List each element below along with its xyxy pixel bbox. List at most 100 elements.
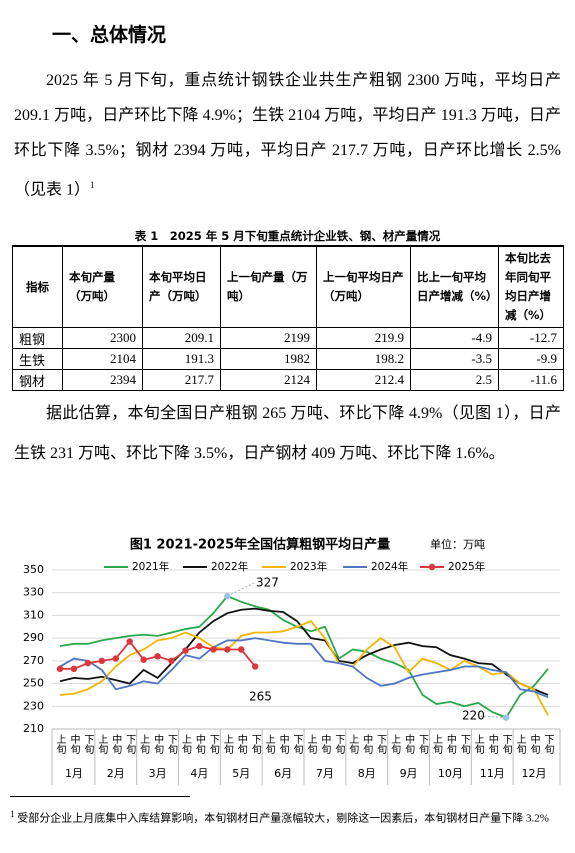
footnote: 1 受部分企业上月底集中入库结算影响，本旬钢材日产量涨幅较大，剔除这一因素后，本… bbox=[10, 805, 565, 828]
x-tick-label: 下旬 bbox=[207, 734, 219, 755]
x-tick-label: 中旬 bbox=[444, 733, 456, 755]
table-cell: 198.2 bbox=[316, 348, 411, 370]
month-label: 7月 bbox=[316, 767, 334, 780]
table-row: 粗钢 2300 209.1 2199 219.9 -4.9 -12.7 bbox=[12, 327, 564, 349]
data-point bbox=[140, 656, 147, 663]
table-cell: 2.5 bbox=[410, 369, 499, 391]
series-line bbox=[59, 620, 549, 716]
x-tick-label: 下旬 bbox=[500, 734, 512, 755]
x-tick-label: 下旬 bbox=[542, 734, 554, 755]
table-cell: 钢材 bbox=[12, 369, 63, 391]
x-tick-label: 下旬 bbox=[124, 734, 136, 755]
y-tick-label: 230 bbox=[23, 699, 44, 712]
data-point bbox=[126, 638, 133, 645]
x-tick-label: 中旬 bbox=[110, 733, 122, 755]
table-cell: 生铁 bbox=[12, 348, 63, 370]
legend-label: 2025年 bbox=[448, 560, 485, 573]
table-cell: 2124 bbox=[220, 369, 317, 391]
x-tick-label: 中旬 bbox=[277, 733, 289, 755]
table-header: 比上一旬平均日产增减（%） bbox=[410, 245, 499, 328]
table-cell: 2104 bbox=[62, 348, 143, 370]
x-tick-label: 上旬 bbox=[263, 734, 275, 755]
y-tick-label: 250 bbox=[23, 677, 44, 690]
table-cell: 2394 bbox=[62, 369, 143, 391]
annotation: 327 bbox=[256, 576, 279, 590]
legend-label: 2024年 bbox=[371, 560, 408, 573]
x-tick-label: 上旬 bbox=[96, 734, 108, 755]
month-label: 12月 bbox=[522, 767, 547, 780]
unit-label: 单位：万吨 bbox=[430, 537, 485, 551]
x-tick-label: 中旬 bbox=[68, 733, 80, 755]
table-cell: -9.9 bbox=[498, 348, 564, 370]
month-label: 3月 bbox=[149, 767, 167, 780]
month-label: 1月 bbox=[65, 767, 83, 780]
table-cell: 217.7 bbox=[142, 369, 221, 391]
data-point bbox=[196, 642, 203, 650]
legend-marker bbox=[428, 563, 436, 571]
month-label: 5月 bbox=[232, 767, 250, 780]
paragraph: 据此估算，本旬全国日产粗钢 265 万吨、环比下降 4.9%（见图 1），日产生… bbox=[14, 405, 561, 462]
table-cell: -11.6 bbox=[498, 369, 564, 391]
x-tick-label: 下旬 bbox=[417, 734, 429, 755]
x-tick-label: 上旬 bbox=[54, 734, 66, 755]
annotation: 220 bbox=[462, 709, 485, 723]
annotation-leader bbox=[227, 582, 255, 597]
data-point bbox=[224, 646, 231, 653]
x-tick-label: 下旬 bbox=[333, 734, 345, 755]
heading: 一、总体情况 bbox=[52, 24, 167, 46]
x-tick-label: 中旬 bbox=[528, 733, 540, 755]
table-cell: 2199 bbox=[220, 327, 317, 349]
legend-label: 2021年 bbox=[132, 560, 169, 573]
data-point bbox=[84, 659, 92, 667]
paragraph: 2025 年 5 月下旬，重点统计钢铁企业共生产粗钢 2300 万吨，平均日产 … bbox=[14, 63, 561, 207]
x-tick-label: 下旬 bbox=[291, 734, 303, 755]
x-tick-label: 下旬 bbox=[82, 734, 94, 755]
table-header: 本旬平均日产（万吨） bbox=[142, 245, 221, 328]
series-line bbox=[59, 637, 549, 699]
footnote-text: 受部分企业上月底集中入库结算影响，本旬钢材日产量涨幅较大，剔除这一因素后，本旬钢… bbox=[17, 812, 549, 825]
table-cell: 粗钢 bbox=[12, 327, 63, 349]
x-tick-label: 中旬 bbox=[361, 733, 373, 755]
data-point bbox=[70, 665, 78, 673]
data-point bbox=[210, 646, 217, 653]
annotation-dot bbox=[224, 592, 231, 600]
x-tick-label: 上旬 bbox=[389, 734, 401, 755]
table-cell: 209.1 bbox=[142, 327, 221, 349]
x-tick-label: 中旬 bbox=[193, 733, 205, 755]
y-tick-label: 310 bbox=[23, 608, 44, 621]
month-label: 11月 bbox=[480, 767, 505, 780]
x-tick-label: 上旬 bbox=[430, 734, 442, 755]
x-tick-label: 中旬 bbox=[319, 733, 331, 755]
data-point bbox=[112, 655, 119, 662]
annotation: 265 bbox=[249, 690, 272, 704]
table-cell: 191.3 bbox=[142, 348, 221, 370]
table-row: 生铁 2104 191.3 1982 198.2 -3.5 -9.9 bbox=[12, 348, 564, 370]
x-tick-label: 中旬 bbox=[403, 733, 415, 755]
chart-title: 图1 2021-2025年全国估算粗钢平均日产量 bbox=[130, 537, 390, 553]
table-header: 上一旬产量（万吨） bbox=[220, 245, 317, 328]
x-tick-label: 上旬 bbox=[472, 734, 484, 755]
data-point bbox=[182, 647, 189, 654]
month-label: 6月 bbox=[274, 767, 292, 780]
month-label: 10月 bbox=[438, 767, 463, 780]
x-tick-label: 上旬 bbox=[514, 734, 526, 755]
x-tick-label: 上旬 bbox=[179, 734, 191, 755]
table-caption: 表 1 2025 年 5 月下旬重点统计企业铁、钢、材产量情况 bbox=[134, 229, 441, 243]
data-point bbox=[56, 665, 64, 673]
table-cell: -4.9 bbox=[410, 327, 499, 349]
x-tick-label: 上旬 bbox=[347, 734, 359, 755]
series-line bbox=[59, 595, 549, 719]
data-point bbox=[98, 657, 106, 665]
x-tick-label: 上旬 bbox=[221, 734, 233, 755]
table-cell: -12.7 bbox=[498, 327, 564, 349]
data-point bbox=[168, 657, 175, 665]
table-header: 本旬比去年同旬平均日产增减（%） bbox=[498, 245, 564, 328]
x-tick-label: 中旬 bbox=[486, 733, 498, 755]
month-label: 2月 bbox=[107, 767, 125, 780]
table-row: 钢材 2394 217.7 2124 212.4 2.5 -11.6 bbox=[12, 369, 564, 391]
y-tick-label: 210 bbox=[23, 722, 44, 735]
footnote-rule bbox=[10, 796, 190, 797]
series-line bbox=[59, 607, 549, 696]
table: 指标 本旬产量（万吨） 本旬平均日产（万吨） 上一旬产量（万吨） 上一旬平均日产（万吨）… bbox=[12, 245, 564, 391]
